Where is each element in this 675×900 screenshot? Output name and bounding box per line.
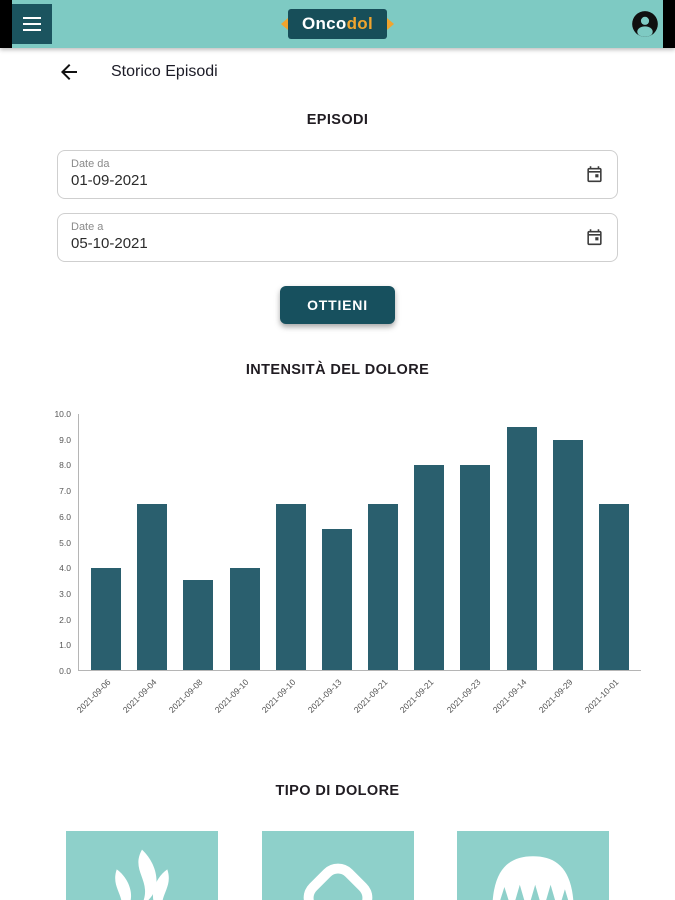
y-tick-label: 10.0 bbox=[54, 409, 71, 419]
app-header: Oncodol bbox=[0, 0, 675, 48]
date-to-value: 05-10-2021 bbox=[71, 235, 148, 252]
y-tick-label: 1.0 bbox=[59, 640, 71, 651]
logo-chevron-right-icon bbox=[387, 18, 395, 30]
calendar-icon[interactable] bbox=[585, 165, 604, 184]
cramp-pain-icon bbox=[303, 863, 372, 900]
y-tick-label: 7.0 bbox=[59, 486, 71, 497]
y-tick-label: 3.0 bbox=[59, 588, 71, 599]
y-tick-label: 4.0 bbox=[59, 563, 71, 574]
y-tick-label: 5.0 bbox=[59, 537, 71, 548]
bar bbox=[275, 503, 306, 670]
bezel-left bbox=[0, 0, 12, 48]
pain-type-card-bite[interactable] bbox=[457, 831, 609, 900]
bite-pain-icon bbox=[492, 856, 574, 900]
account-button[interactable] bbox=[631, 10, 659, 38]
bar bbox=[321, 529, 352, 670]
y-tick-label: 9.0 bbox=[59, 434, 71, 445]
intensity-heading: INTENSITÀ DEL DOLORE bbox=[245, 362, 430, 378]
y-tick-label: 2.0 bbox=[59, 614, 71, 625]
pain-intensity-chart: 10.0 9.0 8.0 7.0 6.0 5.0 4.0 3.0 2.0 1.0 0.0 2021-… bbox=[42, 409, 641, 743]
x-tick-label: 2021-09-06 bbox=[74, 677, 113, 715]
date-from-field[interactable]: Date da 01-09-2021 bbox=[57, 150, 618, 199]
date-to-label: Date a bbox=[71, 221, 104, 233]
logo-chevron-left-icon bbox=[280, 18, 288, 30]
date-filters: Date da 01-09-2021 Date a 05-10-2021 bbox=[57, 150, 618, 262]
pain-type-card-cramp[interactable] bbox=[261, 831, 414, 900]
hamburger-icon bbox=[23, 17, 41, 31]
date-from-label: Date da bbox=[71, 158, 110, 170]
bar bbox=[368, 503, 399, 670]
pain-type-card-burning[interactable] bbox=[66, 831, 218, 900]
y-tick-label: 8.0 bbox=[59, 460, 71, 471]
account-circle-icon bbox=[632, 11, 658, 37]
bar bbox=[183, 580, 214, 670]
pain-type-cards bbox=[66, 831, 609, 900]
y-tick-label: 6.0 bbox=[59, 511, 71, 522]
date-to-field[interactable]: Date a 05-10-2021 bbox=[57, 213, 618, 262]
bar bbox=[598, 503, 629, 670]
ottieni-button[interactable]: OTTIENI bbox=[280, 286, 395, 324]
bar bbox=[91, 567, 122, 670]
pain-type-heading: TIPO DI DOLORE bbox=[275, 783, 400, 799]
menu-button[interactable] bbox=[12, 4, 52, 44]
toolbar: Storico Episodi bbox=[57, 60, 675, 84]
burning-pain-icon bbox=[115, 849, 169, 900]
calendar-icon[interactable] bbox=[585, 228, 604, 247]
bar bbox=[506, 426, 537, 670]
x-axis-labels: 2021-09-06 2021-09-04 2021-09-08 2021-09-10… bbox=[74, 671, 641, 743]
page-title: Storico Episodi bbox=[111, 63, 218, 80]
bar bbox=[229, 567, 260, 670]
bezel-right bbox=[663, 0, 675, 48]
y-axis: 10.0 9.0 8.0 7.0 6.0 5.0 4.0 3.0 2.0 1.0 0.0 bbox=[42, 409, 78, 676]
bar bbox=[137, 503, 168, 670]
logo-text-primary: Onco bbox=[301, 14, 347, 33]
arrow-left-icon bbox=[61, 64, 77, 80]
plot-area bbox=[78, 414, 641, 671]
back-button[interactable] bbox=[57, 60, 81, 84]
bar bbox=[460, 465, 491, 670]
app-logo: Oncodol bbox=[280, 9, 395, 39]
y-tick-label: 0.0 bbox=[59, 666, 71, 676]
bar bbox=[414, 465, 445, 670]
bar bbox=[552, 439, 583, 670]
date-from-value: 01-09-2021 bbox=[71, 172, 148, 189]
logo-text-accent: dol bbox=[346, 14, 374, 33]
episodes-heading: EPISODI bbox=[306, 112, 369, 128]
